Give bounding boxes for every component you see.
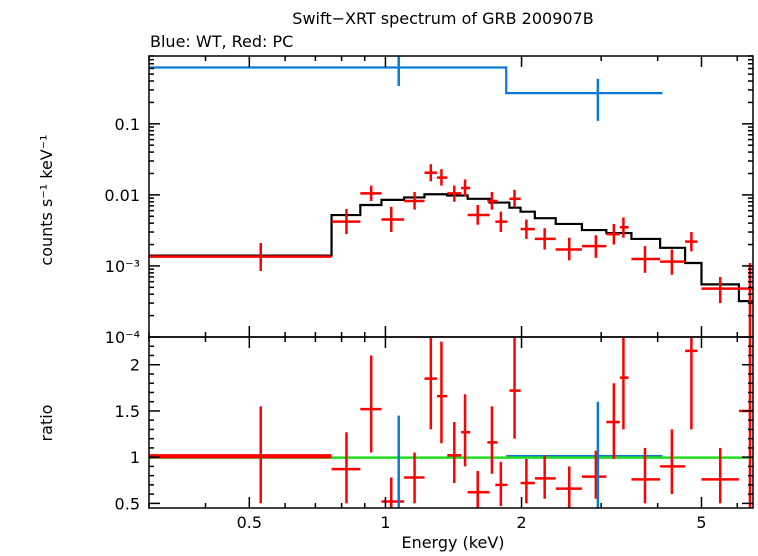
ratio-y-tick-label: 2 [130,356,140,375]
ratio-point-0-21 [685,337,698,430]
ratio-point-0-9 [467,471,490,508]
spectrum-point-0-20 [660,249,686,275]
ratio-panel [149,337,753,508]
ratio-point-0-12 [509,337,521,439]
model-step-1 [149,193,753,303]
spectrum-point-0-4 [404,191,425,210]
spectrum-point-0-0 [149,243,332,271]
ratio-y-tick-labels: 0.5 1 1.5 2 [115,356,140,514]
spectrum-point-0-5 [424,164,437,182]
ratio-point-0-14 [534,455,556,499]
spectrum-point-0-12 [509,189,521,207]
ratio-point-0-20 [660,429,686,495]
ratio-point-0-1 [331,432,361,504]
ratio-point-0-11 [495,461,508,507]
spectrum-point-0-18 [619,217,629,238]
ratio-point-0-22 [701,447,739,504]
ratio-frame [148,336,754,509]
spectrum-point-0-2 [360,185,382,201]
ratio-y-tick-label: 1 [130,448,140,467]
spectrum-point-0-15 [555,237,582,261]
spectrum-point-0-11 [495,211,508,233]
ratio-point-0-2 [360,355,382,453]
spectrum-point-0-6 [436,169,448,186]
ratio-point-0-15 [555,466,582,508]
spectrum-point-0-3 [381,206,405,233]
ratio-point-0-23 [738,337,753,508]
axis-ticks [148,55,753,508]
spectrum-y-tick-labels: 0.1 0.01 10⁻³ 10⁻⁴ [104,115,140,347]
spectrum-point-0-8 [461,179,471,197]
ratio-point-0-19 [631,447,661,504]
spectrum-point-0-7 [447,185,462,202]
spectrum-point-0-17 [606,223,620,245]
ratio-point-0-0 [149,406,332,504]
spectrum-point-0-9 [467,205,490,225]
ratio-point-0-16 [581,450,607,499]
x-tick-labels: 0.5 1 2 5 [237,513,707,532]
spectrum-point-0-10 [487,191,498,210]
ratio-point-0-5 [424,337,437,430]
spectrum-point-0-1 [331,209,361,235]
spectrum-y-tick-label: 0.01 [104,186,140,205]
ratio-point-0-8 [461,394,471,467]
chart-subtitle: Blue: WT, Red: PC [150,32,293,51]
ratio-y-tick-label: 0.5 [115,494,140,513]
x-tick-label: 1 [380,513,390,532]
spectrum-point-0-19 [631,246,661,273]
x-tick-label: 5 [696,513,706,532]
x-tick-label: 2 [516,513,526,532]
ratio-point-0-6 [436,341,448,444]
spectrum-point-0-13 [520,219,535,239]
spectrum-y-axis-label: counts s⁻¹ keV⁻¹ [37,134,56,265]
chart-title: Swift−XRT spectrum of GRB 200907B [292,9,593,28]
spectrum-point-0-16 [581,235,607,258]
ratio-point-0-17 [606,383,620,460]
spectrum-y-tick-label: 0.1 [115,115,140,134]
ratio-y-axis-label: ratio [37,405,56,442]
spectrum-point-0-21 [685,232,698,252]
model-step-0 [149,66,663,95]
spectrum-point-0-14 [534,228,556,250]
ratio-point-0-4 [404,452,425,504]
x-tick-label: 0.5 [237,513,262,532]
spectrum-y-tick-label: 10⁻⁴ [105,328,140,347]
spectrum-panel [149,56,753,337]
x-axis-label: Energy (keV) [401,533,504,552]
ratio-point-0-7 [447,422,462,484]
spectrum-point-0-22 [701,276,739,304]
ratio-point-0-13 [520,459,535,504]
ratio-point-0-10 [487,406,498,474]
spectrum-point-0-23 [738,262,753,337]
spectrum-y-tick-label: 10⁻³ [105,257,140,276]
ratio-y-tick-label: 1.5 [115,402,140,421]
ratio-point-0-18 [619,337,629,430]
